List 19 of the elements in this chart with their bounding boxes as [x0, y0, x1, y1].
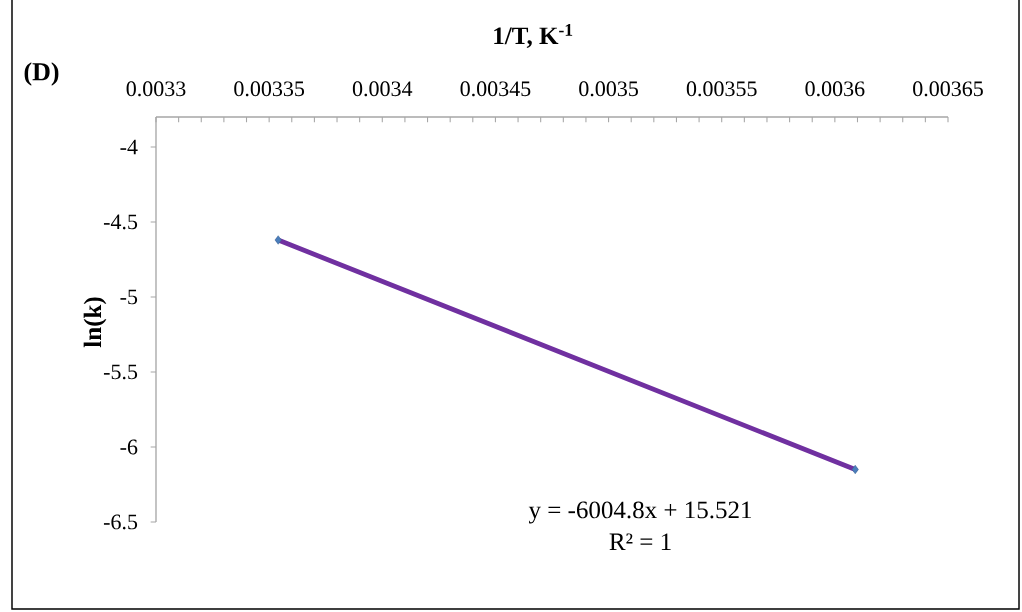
x-tick-label: 0.0033	[126, 81, 186, 97]
y-axis-title: ln(k)	[83, 297, 107, 348]
text: R² = 1	[609, 533, 671, 550]
y-tick-label: -4.5	[103, 214, 138, 230]
y-tick-label: -4	[120, 139, 138, 155]
annotation: y = -6004.8x + 15.521	[528, 501, 752, 524]
y-tick-label: -6.5	[103, 514, 138, 530]
x-tick-label: 0.00365	[913, 81, 983, 97]
y-tick-label: -5	[120, 289, 138, 305]
x-tick-label: 0.0035	[579, 81, 638, 97]
x-tick-label: 0.00345	[460, 81, 531, 97]
x-axis-title: 1/T, K$^{-1}$	[494, 24, 573, 48]
x-tick-label: 0.00335	[234, 81, 305, 97]
chart-title: (D)	[24, 62, 59, 86]
x-tick-label: 0.00355	[686, 81, 757, 97]
y-tick-label: -6	[120, 439, 138, 455]
x-tick-label: 0.0034	[352, 81, 413, 97]
x-tick-label: 0.0036	[805, 81, 865, 97]
y-tick-label: -5.5	[103, 364, 138, 380]
